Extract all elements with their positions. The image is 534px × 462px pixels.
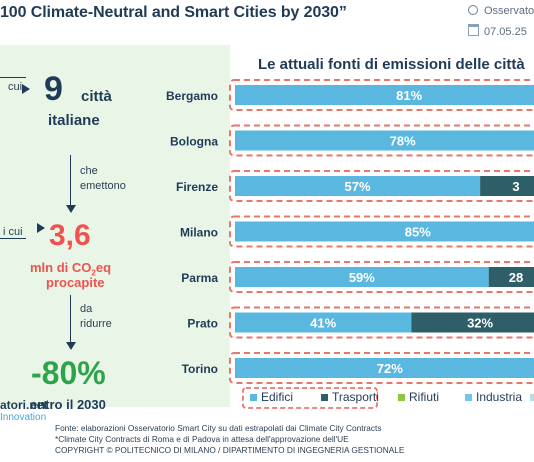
calendar-icon	[468, 24, 479, 36]
date-label: 07.05.25	[468, 24, 527, 38]
page-title: 100 Climate-Neutral and Smart Cities by …	[0, 4, 347, 21]
connector-line-2	[0, 238, 26, 239]
bar-segment-trasporti	[411, 312, 534, 333]
bar-segment-edifici	[235, 176, 481, 196]
bar-value-label: 41%	[310, 316, 336, 331]
cui-text: cui	[8, 81, 23, 93]
procapite-text: procapite	[46, 275, 105, 290]
connector-line	[0, 77, 26, 78]
bar-segment-edifici	[235, 267, 489, 287]
italiane-text: italiane	[48, 112, 100, 129]
bar-segment-edifici	[235, 358, 534, 378]
legend-highlight-frame	[242, 387, 378, 409]
footer-source: Fonte: elaborazioni Osservatorio Smart C…	[55, 423, 382, 433]
bar-value-label: 32%	[467, 316, 493, 331]
bar-row-frame	[229, 261, 534, 293]
unit-subscript: 2	[91, 268, 96, 278]
city-count: 9	[44, 70, 63, 108]
legend-swatch	[530, 394, 534, 401]
bar-segment-edifici	[235, 130, 534, 151]
bar-row-frame	[229, 215, 534, 248]
deadline-text: entro il 2030	[30, 397, 106, 412]
legend-swatch	[465, 394, 472, 401]
reduction-target: -80%	[31, 355, 106, 391]
category-label: Parma	[181, 271, 218, 285]
footer-copyright: COPYRIGHT © POLITECNICO DI MILANO / DIPA…	[55, 445, 405, 455]
category-label: Torino	[182, 362, 218, 376]
bar-segment-edifici	[235, 221, 534, 242]
bar-row-frame	[229, 124, 534, 157]
bar-value-label: 81%	[396, 88, 422, 103]
bar-segment-trasporti	[488, 267, 534, 287]
flow-line-2	[70, 295, 72, 343]
bar-segment-trasporti	[480, 176, 534, 196]
emission-value: 3,6	[49, 219, 91, 252]
arrow-down-icon	[66, 205, 76, 213]
citta-text: città	[81, 88, 112, 105]
icui-text: i cui	[3, 226, 23, 238]
date-text: 07.05.25	[484, 26, 527, 38]
arrow-right-icon-2	[37, 223, 45, 233]
observatory-icon	[468, 5, 478, 15]
legend-swatch	[398, 394, 405, 401]
unit-text: mln di CO2eq	[30, 260, 111, 278]
arrow-right-icon	[22, 84, 30, 94]
category-label: Bergamo	[166, 89, 218, 103]
logo-subtitle-b: Innovation	[0, 412, 47, 423]
legend-swatch	[250, 394, 257, 401]
category-label: Bologna	[170, 135, 218, 149]
legend-label: Rifiuti	[409, 390, 439, 404]
bar-value-label: 59%	[349, 270, 375, 285]
legend-label: Industria	[476, 390, 522, 404]
logo-subtitle: Innovation	[0, 412, 46, 423]
logo-text: atori.net	[0, 398, 48, 412]
ridurre-text: ridurre	[80, 318, 112, 330]
flow-line-1	[70, 155, 72, 207]
unit-suffix: eq	[95, 260, 112, 275]
legend-label: Trasporti	[332, 390, 379, 404]
bar-value-label: 85%	[405, 225, 431, 240]
che-text: che	[80, 165, 98, 177]
bar-row-frame	[229, 170, 534, 202]
bar-row-frame	[229, 352, 534, 384]
arrow-down-icon-2	[66, 342, 76, 350]
unit-prefix: mln di CO	[30, 260, 92, 275]
chart-title: Le attuali fonti di emissioni delle citt…	[258, 56, 525, 73]
category-label: Prato	[187, 317, 218, 331]
bar-value-label: 28	[509, 270, 523, 285]
bar-value-label: 72%	[377, 361, 403, 376]
legend-swatch	[321, 394, 328, 401]
brand-label: Osservato	[468, 5, 534, 17]
brand-text: Osservato	[484, 5, 534, 17]
emettono-text: emettono	[80, 180, 126, 192]
da-text: da	[80, 303, 93, 315]
bar-segment-edifici	[235, 85, 534, 105]
bar-value-label: 78%	[390, 134, 416, 149]
footer-note: *Climate City Contracts di Roma e di Pad…	[55, 434, 349, 444]
bar-row-frame	[229, 79, 534, 111]
category-label: Milano	[180, 226, 218, 240]
bar-segment-edifici	[235, 312, 412, 333]
legend-label: Edifici	[261, 390, 293, 404]
bar-row-frame	[229, 306, 534, 339]
bar-value-label: 3	[512, 179, 519, 194]
bar-value-label: 57%	[345, 179, 371, 194]
category-label: Firenze	[176, 180, 218, 194]
